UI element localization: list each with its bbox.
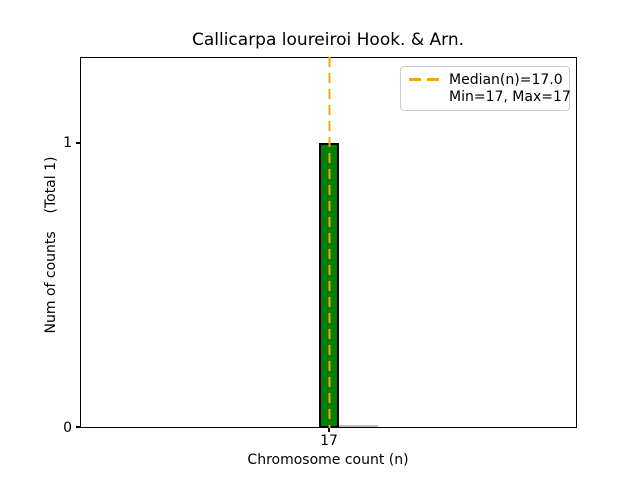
y-tick-label-1: 1 (63, 135, 72, 151)
zero-count-bin-edge (339, 425, 378, 427)
legend-entry-minmax: Min=17, Max=17 (409, 89, 571, 107)
y-tick-label-0: 0 (63, 420, 72, 436)
legend-entry-median: Median(n)=17.0 (409, 71, 563, 89)
y-axis-label: Num of counts (Total 1) (43, 156, 59, 334)
x-tick-mark-17 (328, 428, 330, 432)
median-line (328, 57, 331, 428)
y-tick-mark-1 (76, 142, 80, 144)
legend-median-label: Median(n)=17.0 (449, 71, 563, 88)
chart-title: Callicarpa loureiroi Hook. & Arn. (191, 30, 465, 50)
legend-minmax-label: Min=17, Max=17 (449, 89, 571, 106)
y-tick-mark-0 (76, 426, 80, 428)
median-dashed-line-icon (409, 78, 439, 82)
x-tick-label-17: 17 (320, 433, 338, 449)
x-axis-label: Chromosome count (n) (247, 452, 409, 468)
legend: Median(n)=17.0 Min=17, Max=17 (400, 66, 571, 111)
